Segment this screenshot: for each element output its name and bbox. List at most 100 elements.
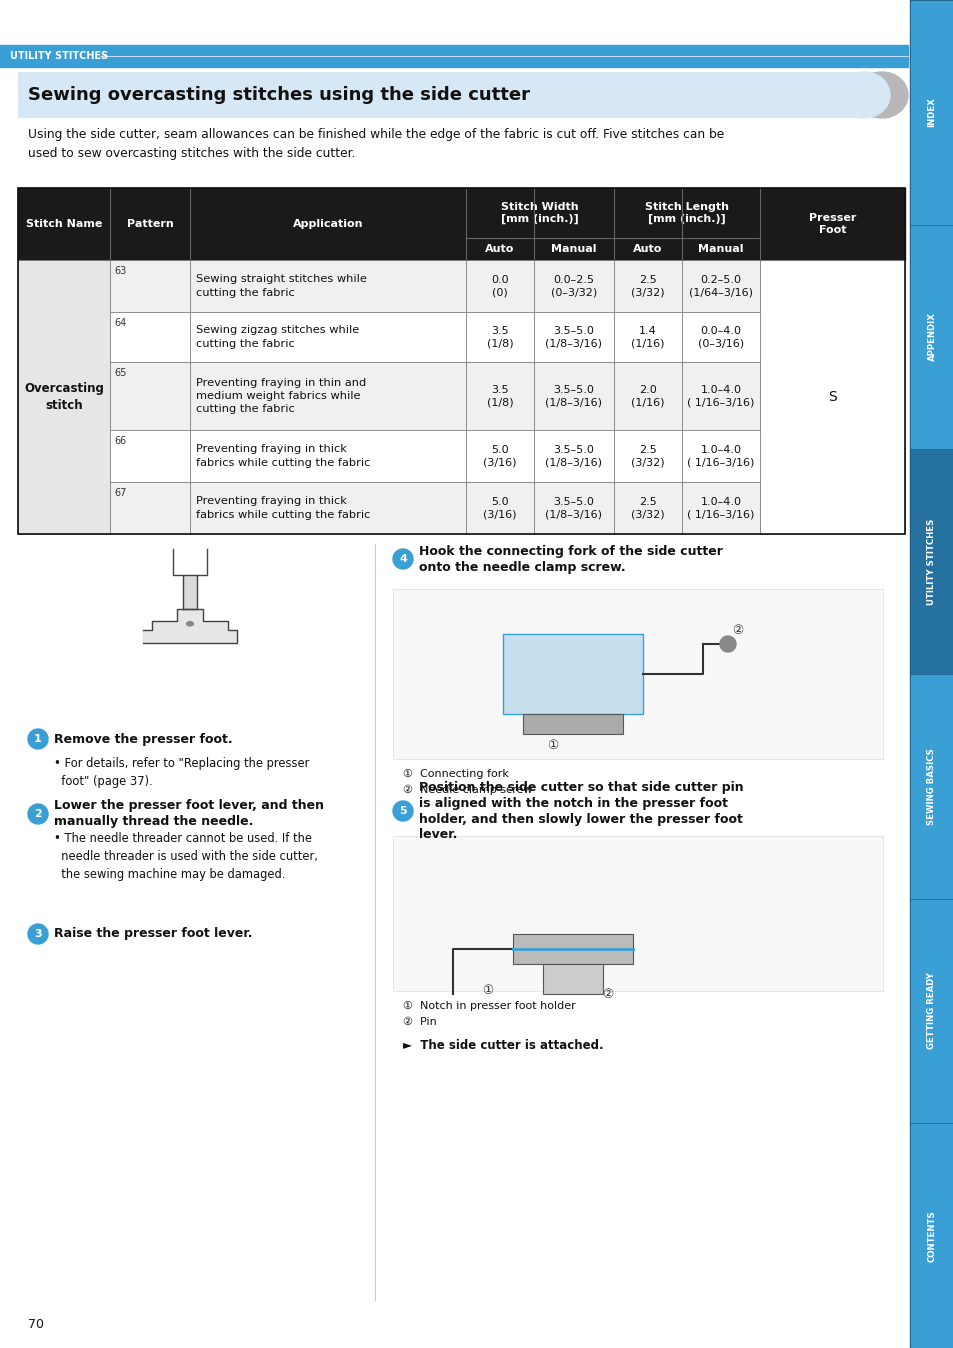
Bar (110, 430, 190, 483)
Text: 0.0–4.0
(0–3/16): 0.0–4.0 (0–3/16) (698, 326, 743, 348)
Bar (542, 964, 602, 993)
Bar (614, 363, 681, 430)
Text: 3.5
(1/8): 3.5 (1/8) (486, 326, 513, 348)
Text: Stitch Length
[mm (inch.)]: Stitch Length [mm (inch.)] (644, 202, 728, 224)
Text: 2.5
(3/32): 2.5 (3/32) (631, 275, 664, 297)
Text: 5.0
(3/16): 5.0 (3/16) (483, 497, 517, 519)
Text: Preventing fraying in thin and
medium weight fabrics while
cutting the fabric: Preventing fraying in thin and medium we… (195, 377, 366, 414)
Text: ②  Pin: ② Pin (402, 1016, 436, 1027)
Bar (614, 311, 681, 363)
Bar (0, 44, 907, 67)
Bar (465, 483, 534, 534)
Bar (190, 311, 465, 363)
Bar (910, 675, 952, 898)
Text: 1.4
(1/16): 1.4 (1/16) (631, 326, 664, 348)
Polygon shape (183, 574, 196, 608)
Text: • For details, refer to "Replacing the presser
  foot" (page 37).: • For details, refer to "Replacing the p… (54, 758, 309, 789)
Bar (909, 0, 953, 1348)
Bar (502, 634, 642, 714)
Text: UTILITY STITCHES: UTILITY STITCHES (10, 51, 108, 61)
Bar (393, 589, 882, 759)
Circle shape (720, 636, 735, 652)
Text: Raise the presser foot lever.: Raise the presser foot lever. (54, 927, 253, 941)
Text: 2.5
(3/32): 2.5 (3/32) (631, 445, 664, 468)
Bar (681, 311, 760, 363)
Text: 1.0–4.0
( 1/16–3/16): 1.0–4.0 ( 1/16–3/16) (686, 497, 754, 519)
Text: CONTENTS: CONTENTS (926, 1209, 936, 1262)
Text: S: S (827, 390, 836, 404)
Text: 2.0
(1/16): 2.0 (1/16) (631, 384, 664, 407)
Bar (465, 311, 534, 363)
Ellipse shape (837, 71, 889, 119)
Bar (534, 363, 614, 430)
Bar (681, 430, 760, 483)
Circle shape (28, 923, 48, 944)
Bar (681, 260, 760, 311)
Text: Presser
Foot: Presser Foot (808, 213, 855, 235)
Text: Auto: Auto (633, 244, 662, 253)
Bar (18, 187, 904, 260)
Circle shape (28, 729, 48, 749)
Text: 65: 65 (113, 368, 126, 377)
Bar (190, 363, 465, 430)
Text: ①: ① (547, 739, 558, 752)
Ellipse shape (187, 621, 193, 625)
Text: 1: 1 (34, 735, 42, 744)
Bar (534, 260, 614, 311)
Bar (614, 260, 681, 311)
Circle shape (393, 549, 413, 569)
Bar (465, 430, 534, 483)
Text: Sewing zigzag stitches while
cutting the fabric: Sewing zigzag stitches while cutting the… (195, 325, 359, 349)
Text: APPENDIX: APPENDIX (926, 313, 936, 361)
Bar (190, 260, 465, 311)
Text: ①  Connecting fork: ① Connecting fork (402, 768, 508, 779)
Text: Stitch Name: Stitch Name (26, 218, 102, 229)
Text: Preventing fraying in thick
fabrics while cutting the fabric: Preventing fraying in thick fabrics whil… (195, 445, 370, 468)
Text: Manual: Manual (698, 244, 743, 253)
Text: Sewing overcasting stitches using the side cutter: Sewing overcasting stitches using the si… (28, 86, 530, 104)
Text: Auto: Auto (485, 244, 515, 253)
Text: Manual: Manual (551, 244, 597, 253)
Text: GETTING READY: GETTING READY (926, 972, 936, 1050)
Text: 3.5–5.0
(1/8–3/16): 3.5–5.0 (1/8–3/16) (545, 326, 602, 348)
Bar (110, 483, 190, 534)
Bar (681, 483, 760, 534)
Bar (393, 836, 882, 991)
Bar (190, 430, 465, 483)
Bar (18, 260, 110, 534)
Text: ②: ② (732, 624, 742, 638)
Text: ►  The side cutter is attached.: ► The side cutter is attached. (402, 1039, 603, 1051)
Text: Using the side cutter, seam allowances can be finished while the edge of the fab: Using the side cutter, seam allowances c… (28, 128, 723, 159)
Circle shape (28, 803, 48, 824)
Text: Preventing fraying in thick
fabrics while cutting the fabric: Preventing fraying in thick fabrics whil… (195, 496, 370, 519)
Text: 1.0–4.0
( 1/16–3/16): 1.0–4.0 ( 1/16–3/16) (686, 445, 754, 468)
Text: 3.5
(1/8): 3.5 (1/8) (486, 384, 513, 407)
Bar (534, 430, 614, 483)
Text: Lower the presser foot lever, and then
manually thread the needle.: Lower the presser foot lever, and then m… (54, 799, 324, 829)
Bar (681, 363, 760, 430)
Bar (18, 71, 889, 119)
Text: Remove the presser foot.: Remove the presser foot. (54, 732, 233, 745)
Text: Sewing straight stitches while
cutting the fabric: Sewing straight stitches while cutting t… (195, 275, 367, 298)
Text: ①  Notch in presser foot holder: ① Notch in presser foot holder (402, 1002, 576, 1011)
Text: 67: 67 (113, 488, 126, 497)
Text: 4: 4 (398, 554, 407, 563)
Text: 0.0–2.5
(0–3/32): 0.0–2.5 (0–3/32) (550, 275, 597, 297)
Bar (110, 311, 190, 363)
Text: Position the side cutter so that side cutter pin
is aligned with the notch in th: Position the side cutter so that side cu… (418, 780, 742, 841)
Text: Pattern: Pattern (127, 218, 173, 229)
Bar (910, 899, 952, 1123)
Text: Hook the connecting fork of the side cutter
onto the needle clamp screw.: Hook the connecting fork of the side cut… (418, 545, 722, 573)
Text: 64: 64 (113, 318, 126, 328)
Text: SEWING BASICS: SEWING BASICS (926, 748, 936, 825)
Text: Stitch Width
[mm (inch.)]: Stitch Width [mm (inch.)] (500, 202, 578, 224)
Text: ②: ② (601, 988, 613, 1002)
Text: ②  Needle clamp screw: ② Needle clamp screw (402, 785, 532, 795)
Bar (910, 1124, 952, 1347)
Text: Application: Application (293, 218, 363, 229)
Text: ①: ① (482, 984, 493, 996)
Text: 70: 70 (28, 1318, 44, 1330)
Text: 5: 5 (398, 806, 406, 816)
Bar (522, 714, 622, 735)
Text: INDEX: INDEX (926, 97, 936, 127)
